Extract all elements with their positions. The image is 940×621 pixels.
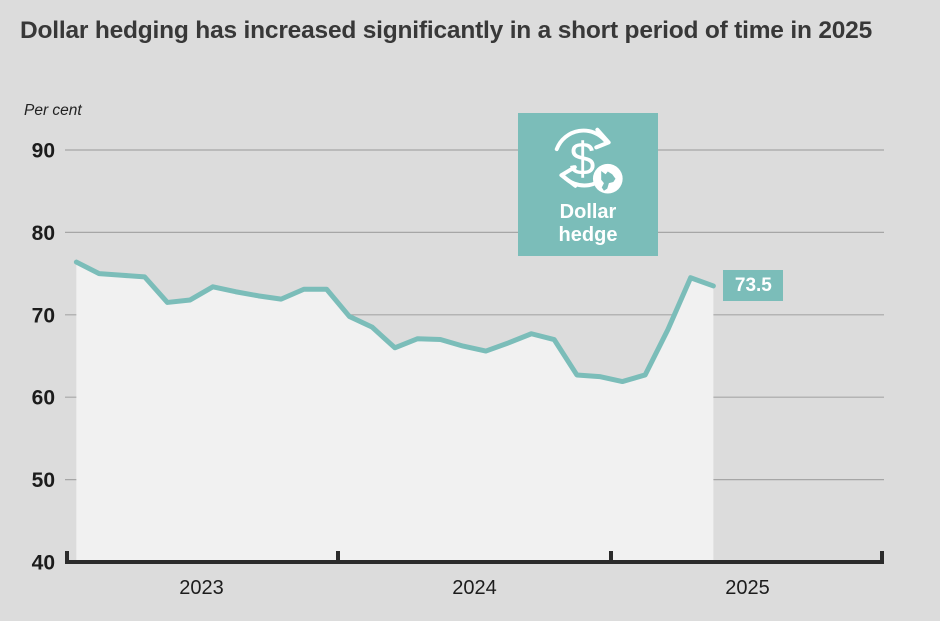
- unit-label: Per cent: [24, 102, 82, 119]
- dollar-cycle-icon: $: [554, 127, 623, 194]
- cycle-arrowhead-left: [559, 165, 578, 188]
- area-fill: [76, 262, 714, 562]
- y-axis-label: 70: [32, 304, 55, 327]
- norway-map-icon: [592, 163, 623, 194]
- dollar-sign-glyph: $: [570, 132, 596, 184]
- x-axis-label: 2024: [452, 577, 497, 599]
- y-axis-label: 60: [32, 387, 55, 410]
- y-axis-label: 90: [32, 140, 55, 163]
- badge-label: Dollar hedge: [558, 201, 618, 246]
- last-value-tag: 73.5: [723, 270, 784, 302]
- x-axis-label: 2023: [179, 577, 224, 599]
- y-axis-label: 50: [32, 469, 55, 492]
- data-line: [73, 259, 716, 385]
- x-axis-label: 2025: [725, 577, 770, 599]
- y-axis-label: 40: [32, 552, 55, 575]
- cycle-arrowhead-right: [594, 127, 611, 150]
- page-title: Dollar hedging has increased significant…: [20, 17, 873, 44]
- dollar-hedge-badge: $ Dollar hedge: [518, 113, 658, 256]
- y-axis-label: 80: [32, 222, 55, 245]
